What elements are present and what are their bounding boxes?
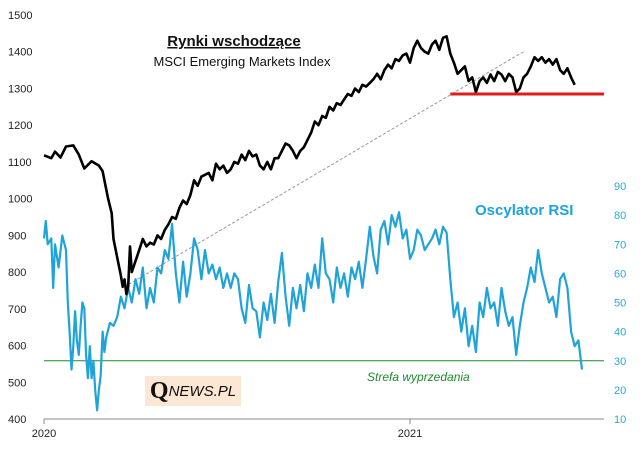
- right-tick-label: 50: [614, 298, 626, 310]
- right-axis-ticks: 10 20 30 40 50 60 70 80 90: [614, 181, 626, 426]
- trendline: [124, 51, 524, 288]
- left-axis-ticks: 400 500 600 700 800 900 1000 1100 1200 1300 1400 15…: [8, 10, 32, 426]
- right-tick-label: 10: [614, 414, 626, 426]
- chart-title: Rynki wschodzące: [167, 33, 300, 50]
- rsi-series-line: [42, 211, 584, 412]
- qnews-logo: Q NEWS.PL: [145, 376, 241, 406]
- logo-text: NEWS.PL: [168, 382, 237, 400]
- left-tick-label: 1200: [8, 120, 32, 132]
- index-series-line: [43, 34, 576, 296]
- right-tick-label: 90: [614, 181, 626, 193]
- left-tick-label: 900: [8, 230, 26, 242]
- left-tick-label: 1100: [8, 157, 32, 169]
- left-tick-label: 700: [8, 304, 26, 316]
- right-tick-label: 20: [614, 385, 626, 397]
- x-axis-ticks: 2020 2021: [32, 419, 422, 440]
- right-tick-label: 30: [614, 356, 626, 368]
- right-tick-label: 40: [614, 327, 626, 339]
- left-tick-label: 600: [8, 341, 26, 353]
- logo-q: Q: [149, 377, 169, 404]
- oversold-label: Strefa wyprzedania: [367, 370, 470, 384]
- left-tick-label: 1000: [8, 194, 32, 206]
- left-tick-label: 1400: [8, 47, 32, 59]
- x-tick-label: 2021: [398, 428, 422, 440]
- rsi-label: Oscylator RSI: [475, 202, 573, 219]
- left-tick-label: 1500: [8, 10, 32, 22]
- right-tick-label: 80: [614, 210, 626, 222]
- left-tick-label: 800: [8, 267, 26, 279]
- left-tick-label: 500: [8, 377, 26, 389]
- left-tick-label: 400: [8, 414, 26, 426]
- chart-subtitle: MSCI Emerging Markets Index: [153, 54, 331, 69]
- right-tick-label: 70: [614, 239, 626, 251]
- right-tick-label: 60: [614, 268, 626, 280]
- x-tick-label: 2020: [32, 428, 56, 440]
- left-tick-label: 1300: [8, 83, 32, 95]
